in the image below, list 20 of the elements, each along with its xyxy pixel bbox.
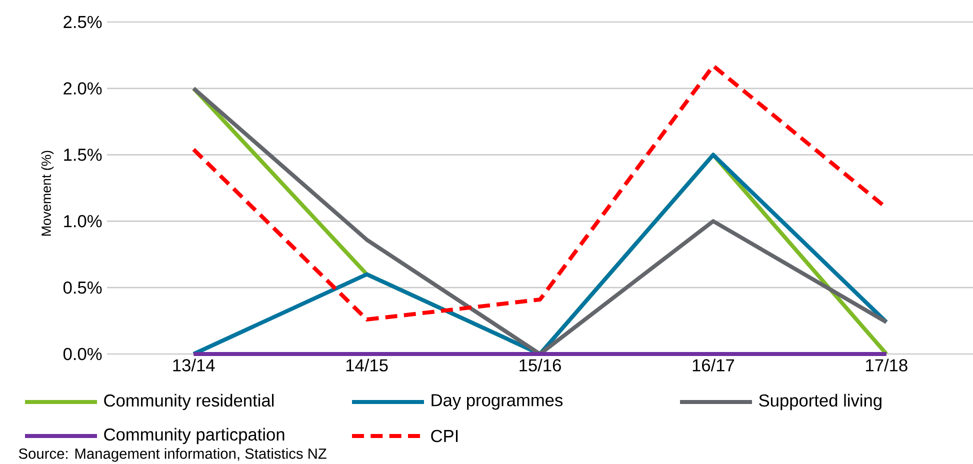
line-series [192,152,888,356]
legend-label: Day programmes [432,394,563,410]
y-tick-label: 1.5% [64,148,102,161]
legend-label: CPI [431,430,458,442]
line-series [192,86,888,356]
y-tick-label: 2.5% [64,16,102,28]
x-tick-label: 13/14 [173,358,215,372]
x-tick-label: 15/16 [520,358,561,372]
legend-label: Supported living [759,394,882,410]
y-tick-label: 0.0% [63,348,102,360]
x-tick-label: 17/18 [866,358,908,372]
legend-label: Community particpation [104,428,284,444]
x-tick-label: 16/17 [692,358,734,372]
source-note: Source: Management information, Statistics NZ [18,448,326,462]
y-tick-label: 0.5% [63,281,102,294]
legend-label: Community residential [104,394,274,410]
y-tick-label: 1.0% [64,215,102,228]
y-axis-title: Movement (%) [41,150,54,236]
x-tick-label: 14/15 [346,358,388,372]
y-tick-label: 2.0% [64,82,102,95]
